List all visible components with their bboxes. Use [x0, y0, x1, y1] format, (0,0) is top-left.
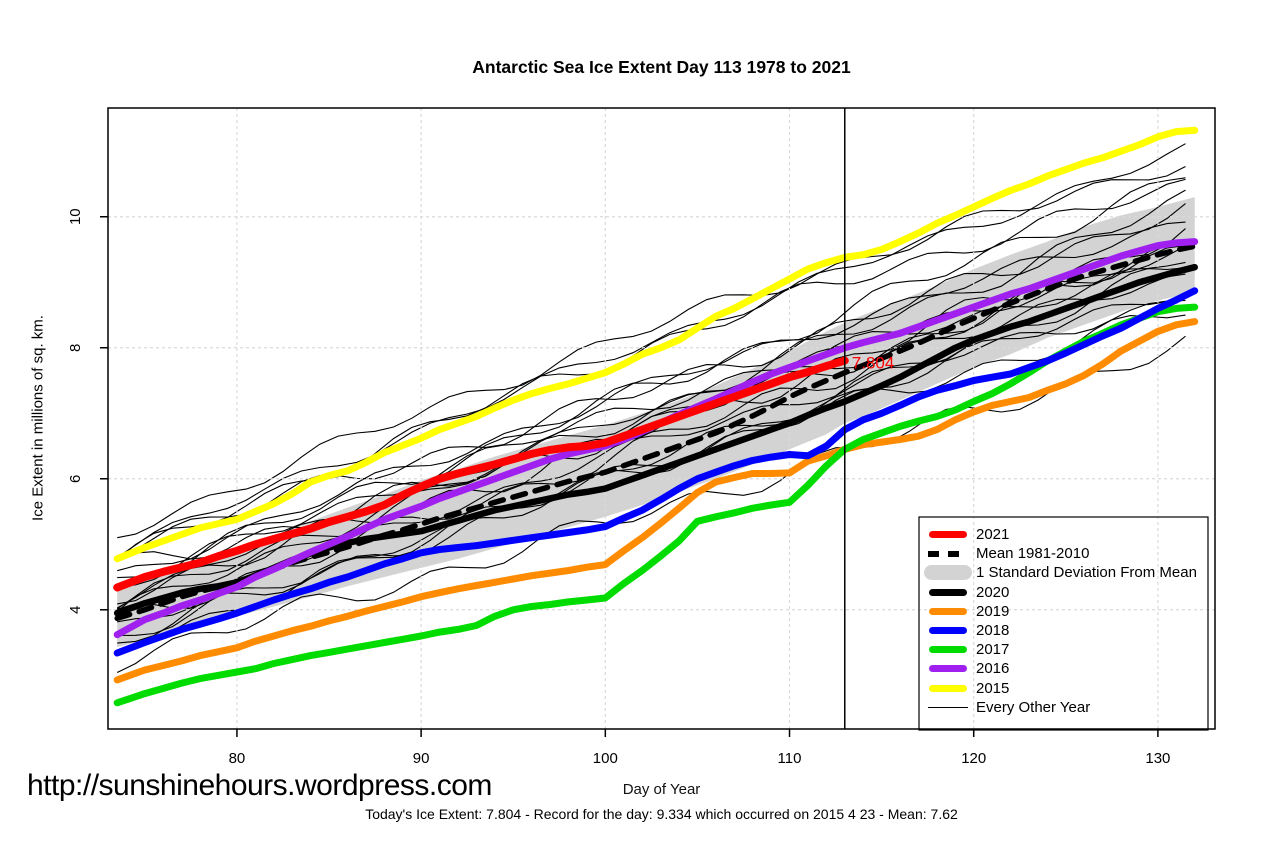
- legend-label: 2015: [976, 679, 1010, 697]
- legend-swatch-stddev-band: [919, 565, 976, 581]
- y-tick-label: 4: [67, 606, 84, 614]
- legend-label: 1 Standard Deviation From Mean: [976, 564, 1197, 582]
- chart-title: Antarctic Sea Ice Extent Day 113 1978 to…: [472, 57, 851, 77]
- current-value-annotation: 7.804: [852, 354, 895, 373]
- legend-label: 2017: [976, 641, 1010, 659]
- legend-item: 2015: [919, 679, 1208, 698]
- x-tick-label: 120: [961, 750, 986, 767]
- legend-label: Every Other Year: [976, 698, 1091, 716]
- background-year-line: [117, 242, 1186, 610]
- y-tick-label: 8: [67, 344, 84, 352]
- legend-item: 2021: [919, 525, 1208, 544]
- background-year-line: [117, 221, 1186, 572]
- legend-item: 2018: [919, 621, 1208, 640]
- legend-item: 2017: [919, 640, 1208, 659]
- series-line-2017: [113, 303, 1199, 707]
- legend-item: Mean 1981-2010: [919, 544, 1208, 563]
- plot-border: [107, 107, 1216, 730]
- site-url-text: http://sunshinehours.wordpress.com: [27, 769, 492, 802]
- background-year-line: [116, 143, 1186, 558]
- gridlines-over-legend: [920, 518, 1207, 729]
- legend-swatch-every-other-year: [919, 706, 976, 709]
- series-line-mean-1981-2010: [114, 243, 1198, 622]
- legend-item: Every Other Year: [919, 698, 1208, 717]
- legend-label: 2021: [976, 526, 1010, 544]
- x-tick-label: 100: [593, 750, 618, 767]
- background-year-line: [116, 335, 1186, 673]
- background-year-line: [117, 166, 1186, 539]
- background-year-line: [117, 177, 1186, 579]
- series-line-2021: [113, 356, 849, 592]
- legend-swatch-2015: [919, 684, 976, 692]
- y-tick-label: 10: [67, 208, 84, 225]
- background-year-line: [117, 292, 1186, 651]
- legend-swatch-2019: [919, 607, 976, 615]
- legend-swatch-2020: [919, 588, 976, 596]
- legend-swatch-2016: [919, 665, 976, 673]
- legend-item: 1 Standard Deviation From Mean: [919, 563, 1208, 582]
- legend-label: 2016: [976, 660, 1010, 678]
- series-line-2015: [113, 126, 1199, 563]
- x-tick-label: 90: [413, 750, 430, 767]
- background-year-line: [116, 178, 1186, 561]
- legend-label: 2018: [976, 622, 1010, 640]
- legend-label: Mean 1981-2010: [976, 545, 1090, 563]
- legend-label: 2019: [976, 602, 1010, 620]
- background-year-line: [117, 203, 1186, 557]
- y-axis-label: Ice Extent in millions of sq. km.: [29, 315, 47, 521]
- x-tick-label: 130: [1145, 750, 1170, 767]
- x-tick-label: 80: [229, 750, 246, 767]
- legend-swatch-2021: [919, 531, 976, 539]
- background-year-line: [116, 273, 1186, 610]
- legend-item: 2016: [919, 659, 1208, 678]
- series-line-2019: [113, 318, 1199, 684]
- x-axis-label: Day of Year: [622, 781, 701, 798]
- legend-swatch-2017: [919, 646, 976, 654]
- x-tick-label: 110: [778, 750, 802, 767]
- legend-label: 2020: [976, 583, 1010, 601]
- legend-item: 2020: [919, 583, 1208, 602]
- legend-swatch-mean: [919, 550, 976, 557]
- legend-swatch-2018: [919, 627, 976, 635]
- legend: 2021 Mean 1981-2010 1 Standard Deviation…: [919, 517, 1208, 730]
- series-line-2018: [113, 287, 1199, 657]
- footer-caption: Today's Ice Extent: 7.804 - Record for t…: [365, 806, 958, 822]
- y-tick-label: 6: [67, 475, 84, 483]
- legend-item: 2019: [919, 602, 1208, 621]
